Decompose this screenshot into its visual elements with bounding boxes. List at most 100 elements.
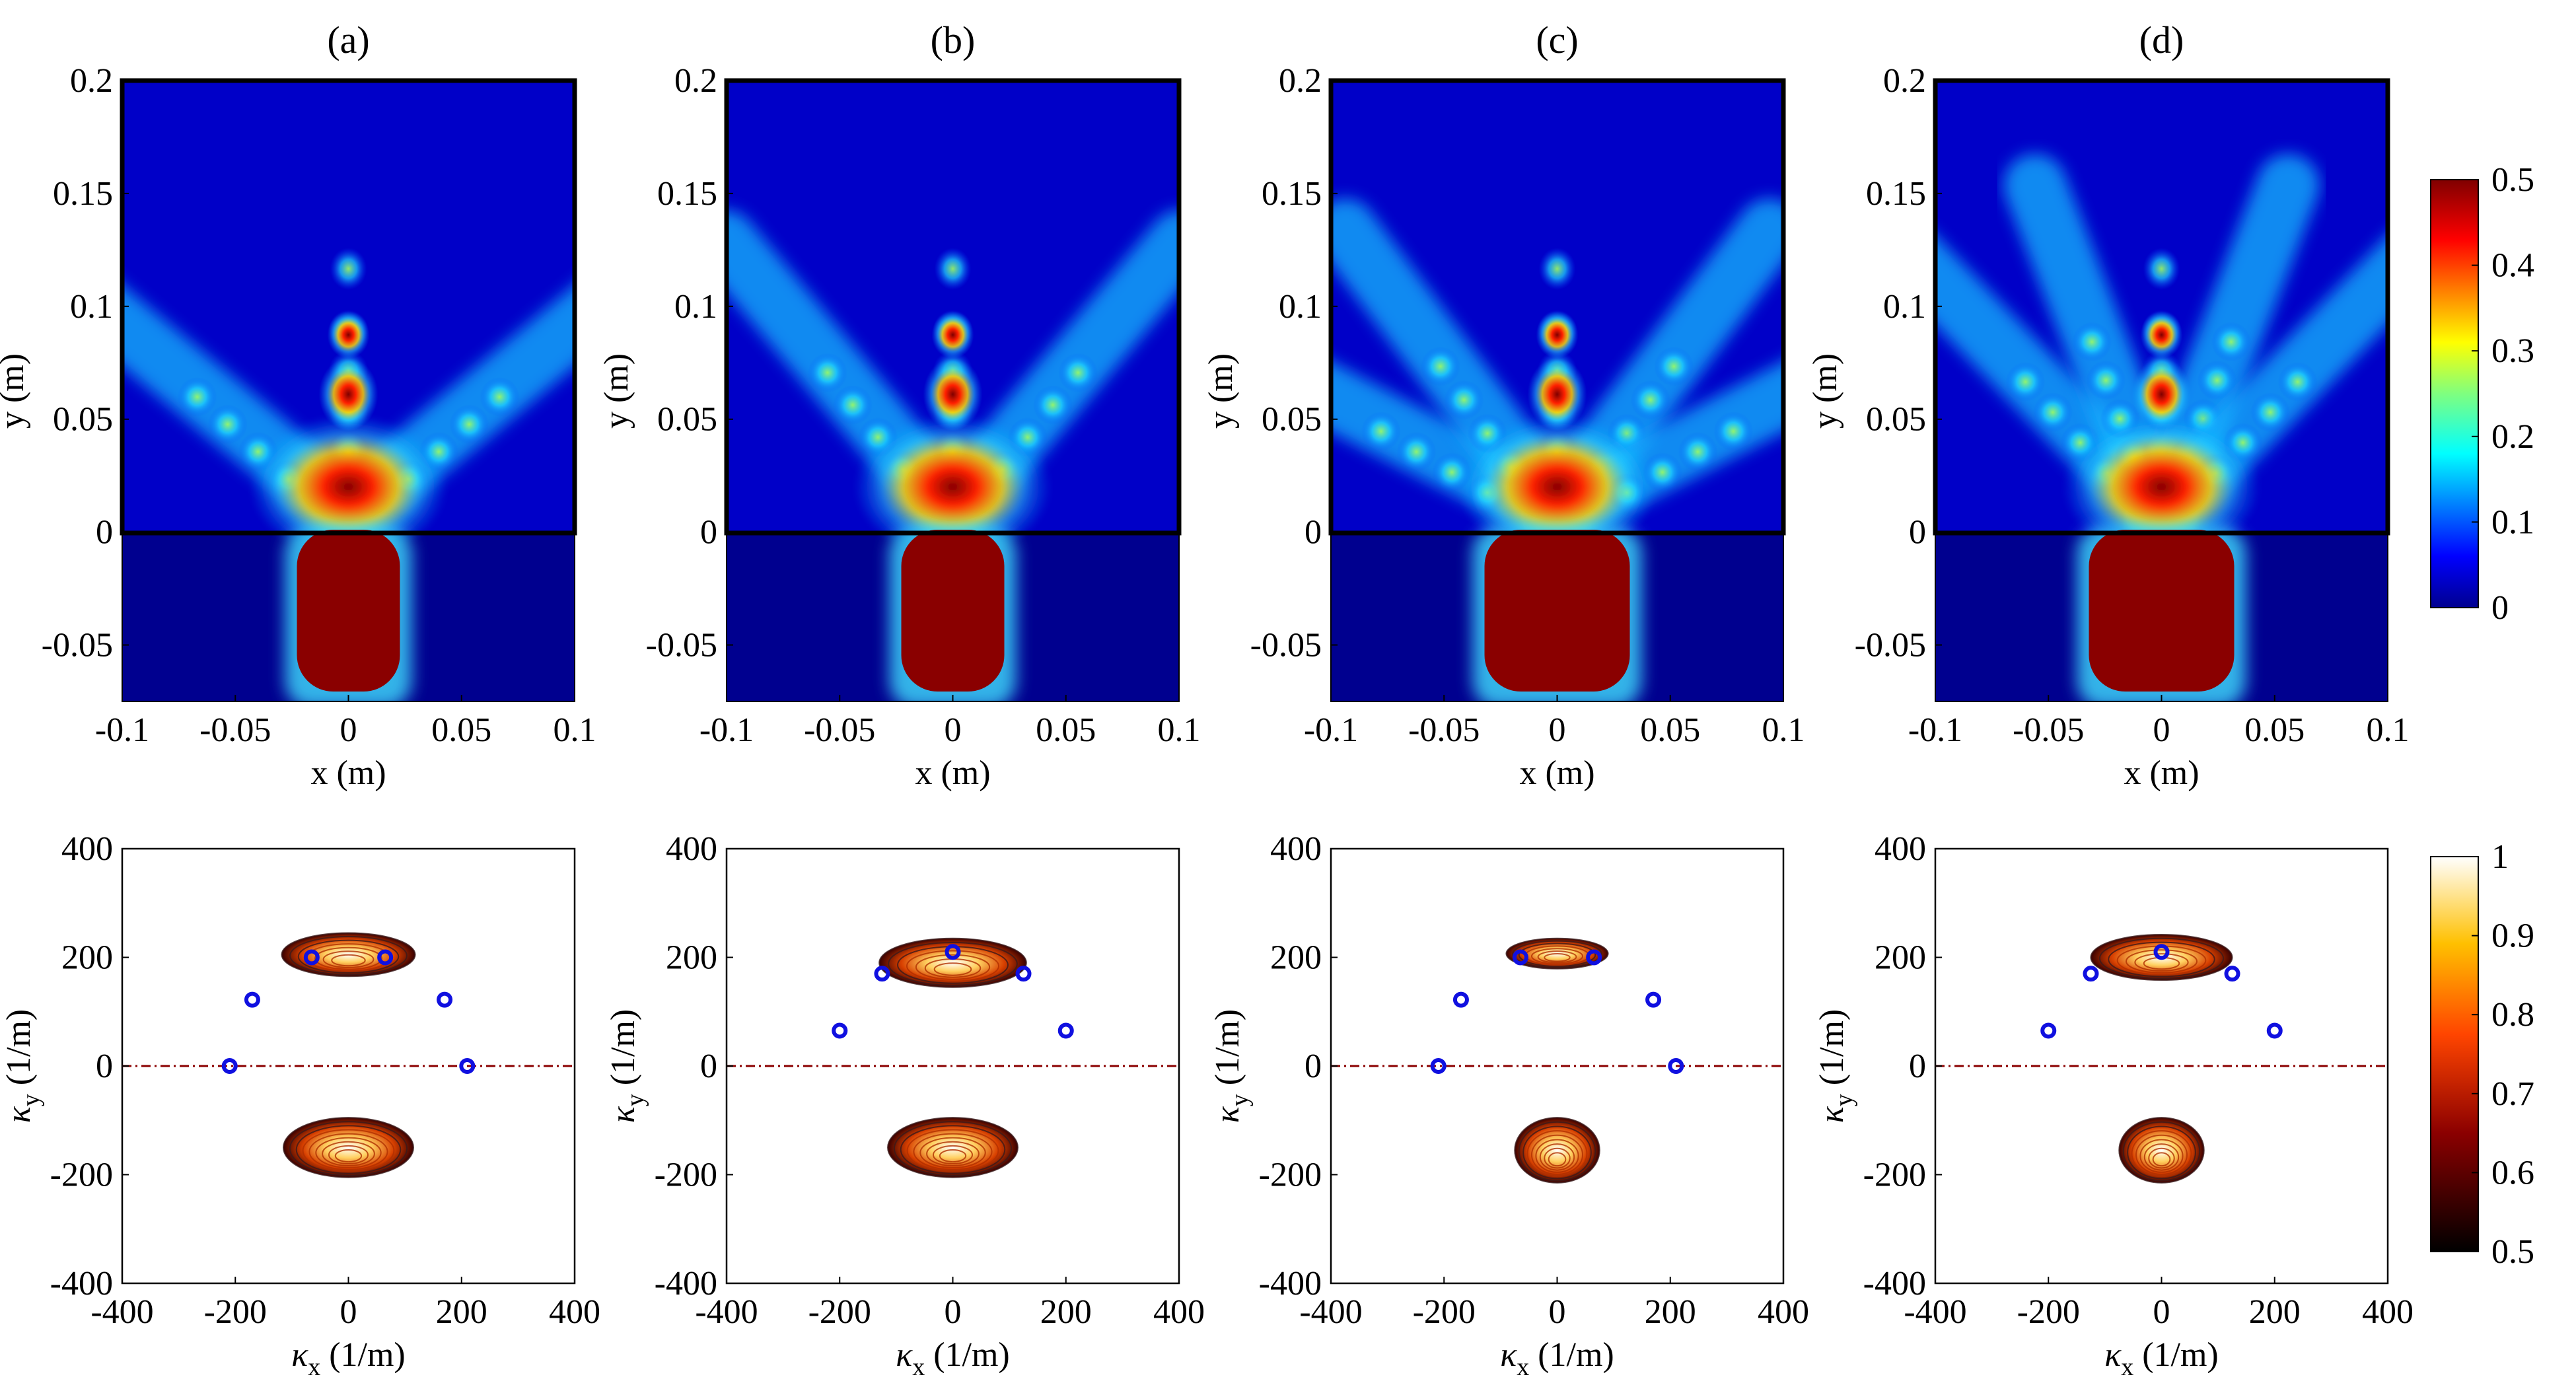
y-tick-label: -0.05	[42, 627, 113, 664]
y-tick-label: -200	[655, 1156, 717, 1194]
beam-spot	[1396, 432, 1437, 472]
x-tick-label: 0.05	[1036, 711, 1096, 749]
y-tick-label: 400	[61, 830, 113, 868]
colorbar-tick-label: 1	[2491, 838, 2509, 876]
x-tick-label: 400	[2362, 1293, 2414, 1331]
contour-line	[2108, 941, 2215, 978]
contour-line	[2090, 933, 2233, 981]
spectral-point	[874, 966, 890, 982]
contour-line	[1518, 942, 1596, 968]
hotspot	[327, 311, 370, 359]
contour-line	[322, 950, 375, 968]
y-tick-label: 400	[1875, 830, 1926, 868]
hotspot	[931, 311, 974, 359]
spectral-point	[2153, 944, 2170, 960]
contour-line	[915, 954, 991, 980]
x-axis-label: x (m)	[915, 754, 990, 792]
contour-line	[932, 1145, 974, 1165]
x-tick-label: 400	[1153, 1293, 1205, 1331]
beam-spot	[2250, 392, 2291, 433]
contour-line	[2143, 1143, 2180, 1171]
beam-spot	[2005, 362, 2046, 402]
contour-line	[331, 954, 366, 967]
contour-line	[2122, 1121, 2201, 1182]
contour-line	[906, 1129, 999, 1172]
field-heatmap-panels: (a) -0.1 -0.05 0 0.05 0.1 -0.05 0 0.05 0.1 0.15 0.2…	[0, 18, 2410, 792]
contour-line	[878, 937, 1027, 988]
x-tick-label: 0.1	[2367, 711, 2410, 749]
hotspot-near-interface	[853, 414, 1052, 559]
x-tick-label: -0.05	[2013, 711, 2084, 749]
y-tick-label: -400	[1863, 1265, 1926, 1302]
y-tick-label: -200	[1863, 1156, 1926, 1194]
x-tick-label: -400	[695, 1293, 758, 1331]
colorbar-tick-label: 0.6	[2491, 1154, 2534, 1191]
contour-line	[913, 1133, 993, 1170]
heatmap-panel: (a) -0.1 -0.05 0 0.05 0.1 -0.05 0 0.05 0.1 0.15 0.2…	[0, 18, 596, 792]
spectral-point	[377, 949, 394, 966]
colorbar-scale	[2430, 179, 2479, 608]
spectrum-panel: -400 -200 0 200 400 -400 -200 0 200 400 κx (1/m) κy…	[0, 830, 600, 1381]
y-tick-label: 200	[666, 939, 717, 977]
beam-spot	[1420, 346, 1460, 386]
x-tick-label: 0	[340, 1293, 357, 1331]
beam-spot	[2086, 360, 2126, 400]
hotspot	[2140, 311, 2183, 359]
spectral-point	[244, 991, 260, 1008]
y-tick-label: 0.2	[70, 62, 113, 100]
spectral-point	[437, 991, 453, 1008]
y-axis-label: y (m)	[598, 353, 635, 429]
x-tick-label: -400	[90, 1293, 153, 1331]
beam-spot	[1361, 411, 1401, 451]
colorbar-tick-label: 0	[2491, 589, 2509, 627]
contour-line	[1535, 1139, 1579, 1173]
lower-spectral-lobe	[283, 1118, 413, 1178]
beam-spot	[807, 353, 847, 393]
heatmap-panel: (c) -0.1 -0.05 0 0.05 0.1 -0.05 0 0.05 0.1 0.15 0.2…	[1202, 18, 1805, 792]
y-tick-label: 0.15	[53, 175, 113, 213]
y-tick-label: 0	[96, 514, 113, 551]
x-tick-label: 400	[1758, 1293, 1809, 1331]
contour-line	[295, 1125, 402, 1174]
y-tick-label: -200	[1259, 1156, 1322, 1194]
panel-label: (c)	[1536, 18, 1578, 61]
x-tick-label: 400	[549, 1293, 600, 1331]
spectrum-panels: -400 -200 0 200 400 -400 -200 0 200 400 κx (1/m) κy…	[0, 830, 2414, 1381]
field-image	[727, 81, 1179, 701]
plot-frame	[1330, 847, 1785, 1285]
y-tick-label: 400	[666, 830, 717, 868]
y-tick-label: 0.15	[1262, 175, 1322, 213]
spectral-point	[2224, 966, 2240, 982]
y-tick-label: 0.2	[674, 62, 717, 100]
field-colorbar: 0 0.1 0.2 0.3 0.4 0.5	[2430, 161, 2534, 627]
panel-label: (d)	[2139, 18, 2184, 61]
beam-spot	[1032, 385, 1073, 425]
hotspot	[2143, 248, 2180, 290]
y-tick-label: 0.05	[1866, 401, 1926, 439]
field-image	[122, 81, 575, 701]
x-tick-label: 0.05	[2244, 711, 2305, 749]
spectral-point	[1668, 1058, 1684, 1074]
x-tick-label: 0.05	[431, 711, 491, 749]
x-tick-label: -0.05	[199, 711, 271, 749]
y-axis-label: κy (1/m)	[1813, 1009, 1858, 1123]
x-tick-label: 0.1	[1158, 711, 1201, 749]
y-tick-label: -0.05	[1250, 627, 1322, 664]
colorbar-tick-label: 0.7	[2491, 1075, 2534, 1113]
y-tick-label: -200	[50, 1156, 113, 1194]
x-tick-label: -0.1	[699, 711, 754, 749]
spectrum-panel: -400 -200 0 200 400 -400 -200 0 200 400 κx (1/m) κy…	[604, 830, 1205, 1381]
y-tick-label: 0	[700, 514, 717, 551]
beam-spot	[207, 404, 248, 445]
contour-line	[297, 939, 400, 974]
contour-line	[2134, 953, 2189, 972]
spectral-point	[221, 1058, 238, 1074]
spectral-point	[2040, 1022, 2057, 1039]
y-tick-label: 0	[700, 1048, 717, 1085]
y-tick-label: -0.05	[1855, 627, 1926, 664]
transmitted-beam	[901, 530, 1005, 692]
contour-line	[887, 1117, 1019, 1178]
beam-spot	[2277, 362, 2318, 402]
beam-spot	[177, 376, 217, 417]
transmitted-beam	[297, 530, 400, 692]
